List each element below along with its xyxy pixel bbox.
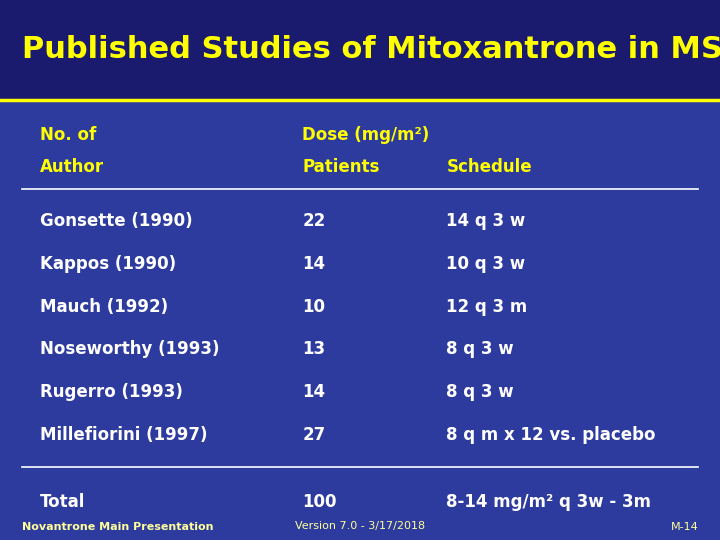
Text: 22: 22 [302,212,325,230]
Text: Patients: Patients [302,158,379,177]
Text: Kappos (1990): Kappos (1990) [40,255,176,273]
Text: Mauch (1992): Mauch (1992) [40,298,168,316]
Text: 14 q 3 w: 14 q 3 w [446,212,526,230]
Text: M-14: M-14 [670,522,698,531]
Text: Millefiorini (1997): Millefiorini (1997) [40,426,207,444]
Text: 14: 14 [302,255,325,273]
Text: Noseworthy (1993): Noseworthy (1993) [40,340,219,359]
Text: 12 q 3 m: 12 q 3 m [446,298,528,316]
Bar [0,0,720,100]
Text: Author: Author [40,158,104,177]
Text: No. of: No. of [40,126,96,144]
Text: 8 q 3 w: 8 q 3 w [446,340,514,359]
Text: 8-14 mg/m² q 3w - 3m: 8-14 mg/m² q 3w - 3m [446,493,652,511]
Text: Total: Total [40,493,85,511]
Text: 100: 100 [302,493,337,511]
Text: Dose (mg/m²): Dose (mg/m²) [302,126,430,144]
Text: 10: 10 [302,298,325,316]
Text: Rugerro (1993): Rugerro (1993) [40,383,182,401]
Text: Schedule: Schedule [446,158,532,177]
Text: Novantrone Main Presentation: Novantrone Main Presentation [22,522,213,531]
Text: 10 q 3 w: 10 q 3 w [446,255,526,273]
Text: 14: 14 [302,383,325,401]
Text: 27: 27 [302,426,325,444]
Text: 8 q 3 w: 8 q 3 w [446,383,514,401]
Text: 13: 13 [302,340,325,359]
Text: Version 7.0 - 3/17/2018: Version 7.0 - 3/17/2018 [295,522,425,531]
Text: Gonsette (1990): Gonsette (1990) [40,212,192,230]
Text: Published Studies of Mitoxantrone in MS: Published Studies of Mitoxantrone in MS [22,36,720,64]
Text: 8 q m x 12 vs. placebo: 8 q m x 12 vs. placebo [446,426,656,444]
